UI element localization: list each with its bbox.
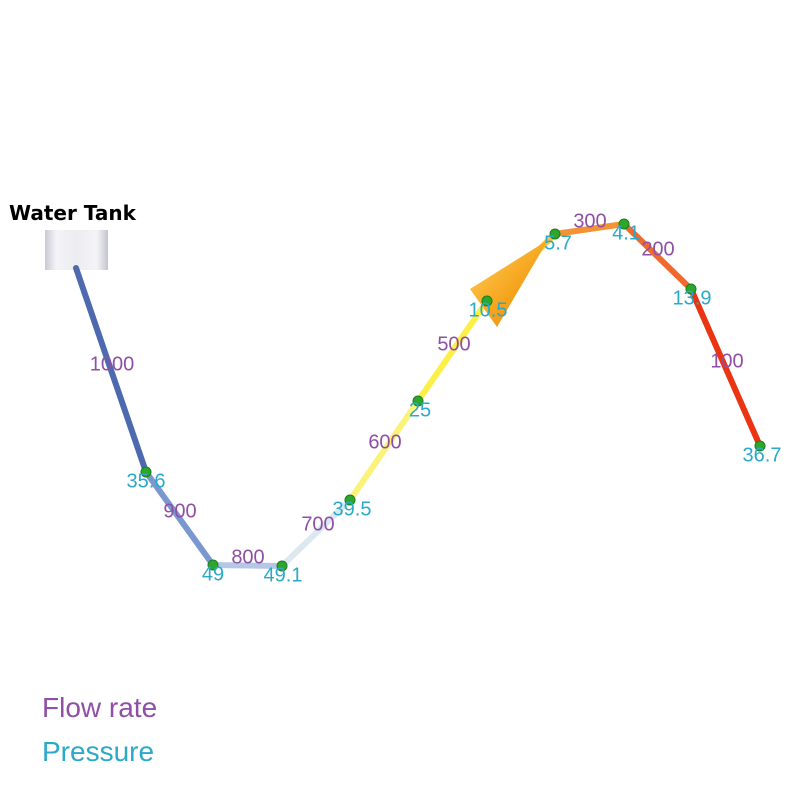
pipe-segment[interactable]: [347, 398, 421, 503]
water-tank-title: Water Tank: [9, 201, 136, 225]
pressure-label: 13.9: [673, 287, 712, 309]
pressure-label: 10.5: [469, 299, 508, 321]
pressure-label: 39.5: [333, 498, 372, 520]
pressure-label: 4.1: [612, 222, 640, 244]
junction-node[interactable]: [412, 395, 424, 407]
pipe-segment[interactable]: [688, 286, 763, 449]
flow-rate-label: 800: [231, 546, 264, 568]
pressure-label: 25: [409, 399, 431, 421]
junction-node[interactable]: [481, 295, 493, 307]
legend-pressure: Pressure: [42, 736, 155, 767]
junction-node[interactable]: [140, 466, 152, 478]
flow-rate-label: 300: [573, 210, 606, 232]
flow-rate-label: 700: [301, 513, 334, 535]
pipe-segment[interactable]: [415, 298, 490, 404]
pipe-segment[interactable]: [279, 497, 353, 569]
junction-node[interactable]: [549, 228, 561, 240]
flow-rate-label: 200: [641, 238, 674, 260]
flow-rate-label: 1000: [90, 353, 135, 375]
legend-flow-rate: Flow rate: [42, 692, 158, 723]
pressure-label: 35.6: [127, 470, 166, 492]
pressure-label: 36.7: [743, 444, 782, 466]
pipe-segment[interactable]: [73, 265, 149, 475]
pressure-label: 5.7: [544, 232, 572, 254]
flow-rate-label: 900: [163, 500, 196, 522]
pipe-segment[interactable]: [621, 221, 694, 292]
water-tank[interactable]: [45, 230, 108, 270]
flow-rate-label: 600: [368, 431, 401, 453]
pressure-label: 49.1: [264, 564, 303, 586]
junction-node[interactable]: [276, 560, 288, 572]
pipe-segment[interactable]: [552, 221, 627, 237]
pipe-segment[interactable]: [210, 562, 285, 569]
flow-rate-label: 100: [710, 350, 743, 372]
junction-node[interactable]: [344, 494, 356, 506]
junction-node[interactable]: [207, 559, 219, 571]
pipe-segment[interactable]: [143, 469, 216, 568]
junction-node[interactable]: [618, 218, 630, 230]
flow-rate-label: 500: [437, 333, 470, 355]
pressure-label: 49: [202, 563, 224, 585]
junction-node[interactable]: [754, 440, 766, 452]
junction-node[interactable]: [685, 283, 697, 295]
